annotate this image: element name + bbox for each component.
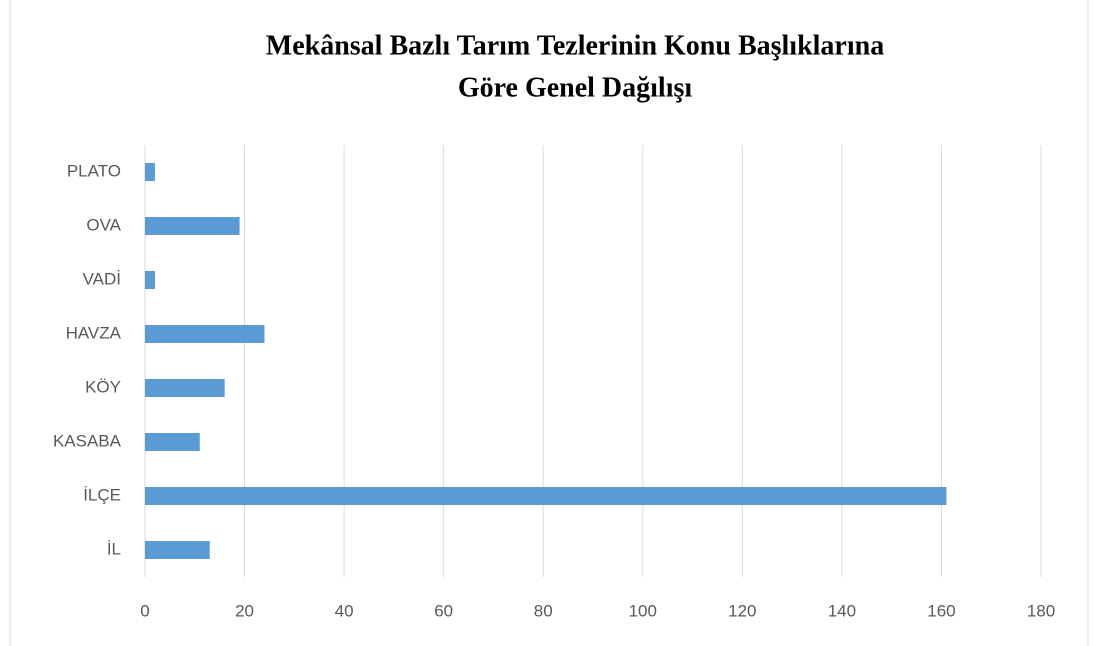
y-tick-label: İLÇE bbox=[83, 485, 121, 504]
chart-title: Göre Genel Dağılışı bbox=[458, 72, 693, 103]
bar bbox=[145, 325, 265, 343]
x-tick-label: 180 bbox=[1027, 601, 1055, 620]
x-tick-label: 0 bbox=[140, 601, 149, 620]
x-tick-label: 80 bbox=[534, 601, 553, 620]
x-tick-label: 160 bbox=[927, 601, 955, 620]
bar bbox=[145, 163, 155, 181]
x-tick-label: 60 bbox=[434, 601, 453, 620]
bar bbox=[145, 379, 225, 397]
bar bbox=[145, 217, 240, 235]
x-tick-label: 40 bbox=[335, 601, 354, 620]
x-tick-label: 120 bbox=[728, 601, 756, 620]
y-tick-label: KASABA bbox=[53, 431, 122, 450]
bar bbox=[145, 541, 210, 559]
bar bbox=[145, 433, 200, 451]
y-tick-label: PLATO bbox=[67, 161, 121, 180]
bar bbox=[145, 487, 947, 505]
bar bbox=[145, 271, 155, 289]
y-tick-label: HAVZA bbox=[66, 323, 122, 342]
x-tick-label: 140 bbox=[828, 601, 856, 620]
x-tick-label: 20 bbox=[235, 601, 254, 620]
x-tick-label: 100 bbox=[629, 601, 657, 620]
y-tick-label: İL bbox=[107, 539, 121, 558]
y-tick-label: KÖY bbox=[85, 377, 121, 396]
chart-title: Mekânsal Bazlı Tarım Tezlerinin Konu Baş… bbox=[266, 30, 884, 61]
y-tick-label: VADİ bbox=[83, 269, 121, 288]
y-tick-label: OVA bbox=[86, 215, 121, 234]
